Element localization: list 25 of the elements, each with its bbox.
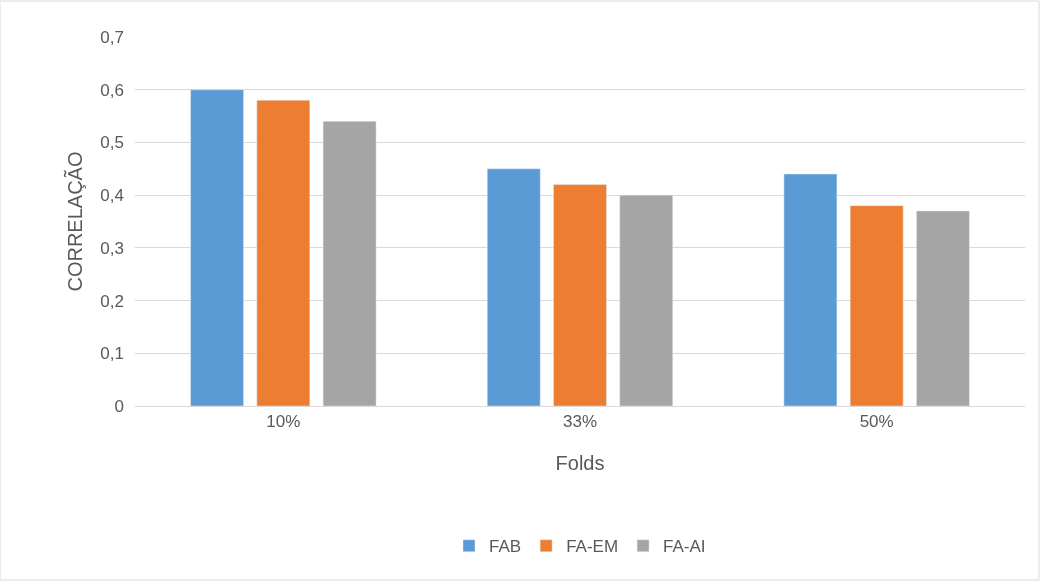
legend-label: FA-EM bbox=[566, 537, 619, 557]
bar bbox=[916, 210, 970, 406]
y-tick-label: 0,6 bbox=[100, 80, 124, 100]
y-tick-label: 0,2 bbox=[100, 291, 124, 311]
legend-label: FA-AI bbox=[663, 537, 706, 557]
legend-label: FAB bbox=[489, 537, 522, 557]
x-tick-label: 10% bbox=[266, 412, 301, 432]
y-tick-label: 0,7 bbox=[100, 27, 124, 47]
x-axis-title: Folds bbox=[555, 451, 605, 474]
y-tick-label: 0,4 bbox=[100, 186, 124, 206]
y-tick-label: 0,5 bbox=[100, 133, 124, 153]
bar bbox=[256, 100, 311, 406]
bar bbox=[190, 89, 244, 406]
bar bbox=[553, 184, 607, 406]
y-tick-label: 0 bbox=[114, 396, 124, 416]
y-tick-label: 0,1 bbox=[100, 344, 124, 364]
bar bbox=[783, 173, 838, 406]
y-axis-title: CORRELAÇÃO bbox=[62, 151, 86, 292]
bar bbox=[619, 194, 674, 406]
x-tick-label: 33% bbox=[562, 412, 598, 432]
bar bbox=[486, 168, 541, 406]
y-tick-label: 0,3 bbox=[100, 238, 124, 258]
bar bbox=[322, 121, 377, 406]
x-tick-label: 50% bbox=[859, 412, 894, 432]
bar bbox=[849, 205, 904, 406]
